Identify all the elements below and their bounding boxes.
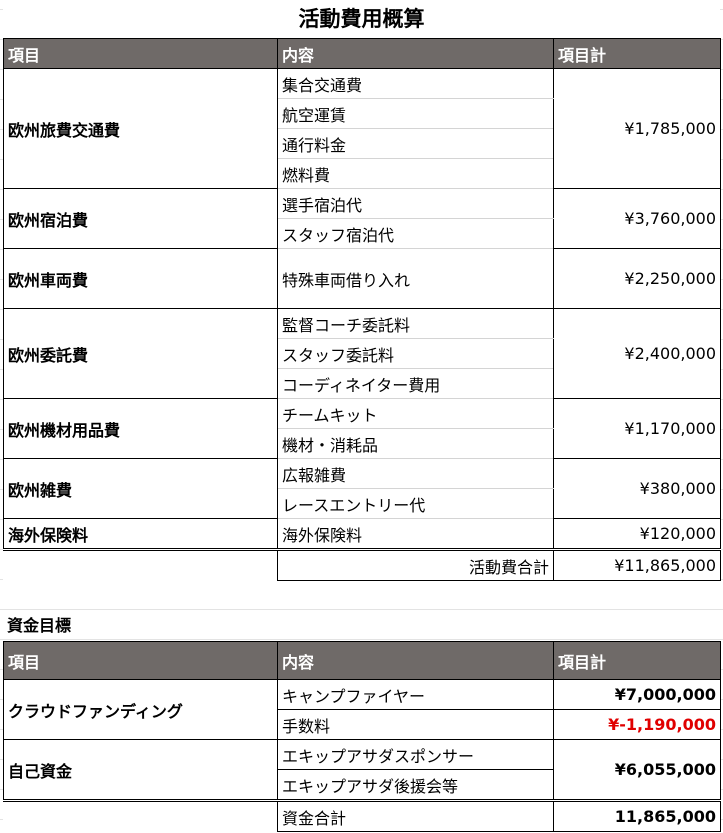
header-row: 項目 内容 項目計: [3, 641, 721, 680]
item-value-negative[interactable]: ¥-1,190,000: [553, 709, 721, 740]
header-total: 項目計: [553, 38, 721, 69]
item-label[interactable]: 自己資金: [3, 739, 278, 801]
expense-total-row: 活動費合計 ¥11,865,000: [3, 548, 721, 581]
table-row: レースエントリー代: [4, 488, 721, 519]
content-cell[interactable]: レースエントリー代: [277, 488, 554, 519]
table-row: 欧州車両費 特殊車両借り入れ ¥2,250,000: [3, 248, 721, 309]
item-label[interactable]: 欧州車両費: [3, 248, 278, 309]
item-total[interactable]: ¥3,760,000: [553, 188, 721, 249]
item-total[interactable]: ¥1,170,000: [553, 398, 721, 459]
item-total[interactable]: ¥120,000: [553, 518, 721, 550]
table-row: エキップアサダ後援会等: [4, 769, 721, 801]
content-cell[interactable]: 広報雑費: [277, 458, 554, 489]
table-row: クラウドファンディング キャンプファイヤー ¥7,000,000: [3, 679, 721, 740]
content-cell[interactable]: 手数料: [277, 709, 554, 740]
content-cell[interactable]: エキップアサダ後援会等: [277, 769, 554, 801]
table-row: 自己資金 エキップアサダスポンサー ¥6,055,000: [3, 739, 721, 801]
item-label[interactable]: 欧州機材用品費: [3, 398, 278, 459]
item-total[interactable]: ¥6,055,000: [553, 739, 721, 801]
item-total[interactable]: ¥1,785,000: [553, 68, 721, 189]
table-row: 欧州委託費 監督コーチ委託料 ¥2,400,000: [3, 308, 721, 399]
item-label[interactable]: 欧州雑費: [3, 458, 278, 519]
content-cell[interactable]: 海外保険料: [277, 518, 554, 550]
item-label[interactable]: 海外保険料: [3, 518, 278, 550]
table-row: 欧州宿泊費 選手宿泊代 ¥3,760,000: [3, 188, 721, 249]
content-cell[interactable]: コーディネイター費用: [277, 368, 554, 399]
item-value[interactable]: ¥7,000,000: [553, 679, 721, 710]
table-row: 航空運賃: [4, 98, 721, 129]
table-row: 海外保険料 海外保険料 ¥120,000: [3, 518, 721, 550]
funding-total-value[interactable]: 11,865,000: [553, 799, 721, 832]
table-row: 欧州機材用品費 チームキット ¥1,170,000: [3, 398, 721, 459]
sheet-title: 活動費用概算: [3, 0, 720, 38]
table-row: スタッフ委託料: [4, 338, 721, 369]
table-row: 手数料 ¥-1,190,000: [4, 709, 721, 740]
item-label[interactable]: クラウドファンディング: [3, 679, 278, 740]
content-cell[interactable]: チームキット: [277, 398, 554, 429]
content-cell[interactable]: 通行料金: [277, 128, 554, 159]
item-label[interactable]: 欧州宿泊費: [3, 188, 278, 249]
content-cell[interactable]: 機材・消耗品: [277, 428, 554, 459]
item-total[interactable]: ¥380,000: [553, 458, 721, 519]
table-row: コーディネイター費用: [4, 368, 721, 399]
content-cell[interactable]: スタッフ委託料: [277, 338, 554, 369]
funding-total-row: 資金合計 11,865,000: [3, 799, 721, 832]
empty-cell[interactable]: [3, 799, 278, 832]
item-total[interactable]: ¥2,250,000: [553, 248, 721, 309]
content-cell[interactable]: 集合交通費: [277, 68, 554, 99]
content-cell[interactable]: キャンプファイヤー: [277, 679, 554, 710]
funding-total-label[interactable]: 資金合計: [277, 799, 554, 832]
header-content: 内容: [277, 38, 554, 69]
table-row: 欧州雑費 広報雑費 ¥380,000: [3, 458, 721, 519]
item-label[interactable]: 欧州旅費交通費: [3, 68, 278, 189]
expense-table: 項目 内容 項目計 欧州旅費交通費 集合交通費 ¥1,785,000 航空運賃 通行…: [3, 38, 721, 581]
header-item: 項目: [3, 641, 278, 680]
table-row: 欧州旅費交通費 集合交通費 ¥1,785,000: [3, 68, 721, 189]
expense-total-label[interactable]: 活動費合計: [277, 548, 554, 581]
table-row: 通行料金: [4, 128, 721, 159]
header-row: 項目 内容 項目計: [3, 38, 721, 69]
empty-cell[interactable]: [3, 548, 278, 581]
content-cell[interactable]: 選手宿泊代: [277, 188, 554, 219]
content-cell[interactable]: エキップアサダスポンサー: [277, 739, 554, 770]
table-row: 機材・消耗品: [4, 428, 721, 459]
header-total: 項目計: [553, 641, 721, 680]
item-label[interactable]: 欧州委託費: [3, 308, 278, 399]
table-row: スタッフ宿泊代: [4, 218, 721, 249]
funding-table: 項目 内容 項目計 クラウドファンディング キャンプファイヤー ¥7,000,000 手…: [3, 641, 721, 832]
content-cell[interactable]: 監督コーチ委託料: [277, 308, 554, 339]
expense-total-value[interactable]: ¥11,865,000: [553, 548, 721, 581]
content-cell[interactable]: 特殊車両借り入れ: [277, 248, 554, 309]
content-cell[interactable]: 航空運賃: [277, 98, 554, 129]
item-total[interactable]: ¥2,400,000: [553, 308, 721, 399]
content-cell[interactable]: スタッフ宿泊代: [277, 218, 554, 249]
header-item: 項目: [3, 38, 278, 69]
header-content: 内容: [277, 641, 554, 680]
content-cell[interactable]: 燃料費: [277, 158, 554, 189]
funding-section-title: 資金目標: [7, 616, 72, 635]
